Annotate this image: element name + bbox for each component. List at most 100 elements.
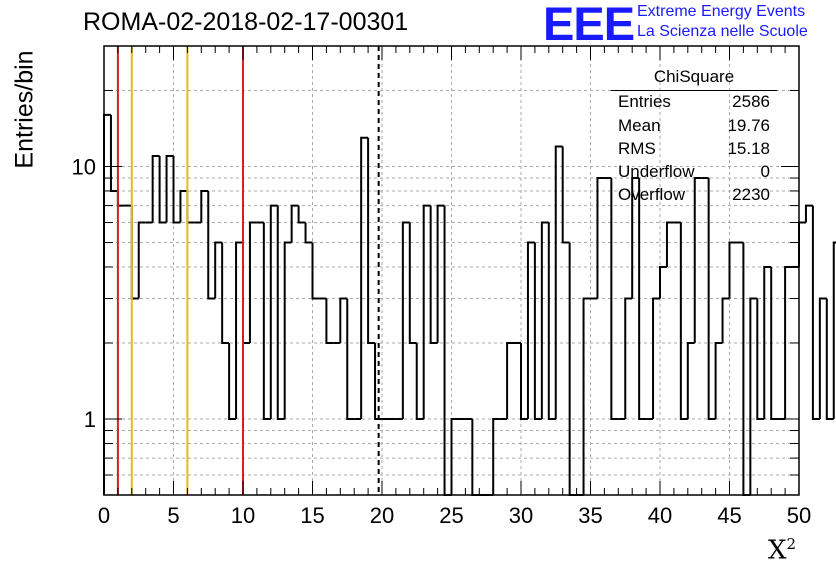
histogram-bin [262, 222, 271, 420]
histogram-bin [401, 221, 410, 419]
stats-value: 2586 [732, 92, 770, 111]
histogram-bin [248, 221, 257, 343]
histogram-bin [214, 241, 223, 299]
histogram-bin [186, 190, 195, 224]
y-tick-label: 10 [72, 154, 96, 179]
histogram-bin [652, 297, 660, 419]
histogram-bin [276, 205, 285, 420]
histogram-bin [763, 265, 772, 419]
histogram-bin [450, 417, 459, 495]
histogram-bin [297, 205, 306, 224]
stats-label: RMS [618, 139, 656, 158]
histogram-bars [103, 113, 836, 496]
histogram-bin [429, 205, 438, 344]
histogram-bin [346, 298, 355, 420]
histogram-bin [756, 298, 765, 420]
histogram-bin [506, 341, 515, 419]
histogram-bin [554, 145, 563, 419]
histogram-bin [304, 222, 313, 244]
histogram-bin [137, 221, 146, 299]
histogram-bin [749, 297, 758, 495]
histogram-bin [179, 189, 188, 223]
histogram-bin [109, 114, 118, 192]
histogram-bin [547, 222, 556, 420]
histogram-bin [269, 204, 278, 419]
histogram-bin [283, 241, 292, 419]
histogram-bin [686, 341, 695, 419]
stats-label: Entries [618, 92, 671, 111]
histogram-bin [798, 221, 806, 267]
reference-lines [116, 46, 380, 495]
tick-labels: 0 5 10 15 20 25 30 35 40 45 50 1 10 [72, 154, 812, 528]
stats-label: Underflow [618, 162, 695, 181]
histogram-bin [804, 204, 813, 223]
x-tick-label: 40 [648, 503, 672, 528]
histogram-bin [492, 417, 501, 495]
histogram-bin [707, 178, 716, 420]
histogram-bin [533, 242, 542, 420]
histogram-bin [818, 297, 827, 419]
histogram-bin [228, 342, 237, 420]
histogram-bin [367, 137, 376, 344]
histogram-bin [526, 241, 535, 419]
stats-value: 19.76 [727, 116, 770, 135]
histogram-bin [443, 205, 452, 496]
histogram-bin [693, 177, 702, 343]
histogram-bin [422, 204, 431, 419]
histogram-bin [103, 113, 111, 495]
histogram-bin [540, 221, 549, 419]
stats-value: 15.18 [727, 139, 770, 158]
histogram-bin [290, 204, 299, 243]
x-tick-label: 5 [167, 503, 179, 528]
x-tick-label: 30 [509, 503, 533, 528]
stats-value: 0 [760, 162, 770, 181]
histogram-bin [325, 298, 334, 344]
histogram-bin [784, 265, 793, 419]
chart-title: ROMA-02-2018-02-17-00301 [83, 8, 409, 36]
histogram-bin [825, 298, 834, 420]
histogram-bin [659, 265, 667, 299]
histogram-bin [679, 222, 688, 420]
histogram-bin [638, 178, 647, 420]
histogram-bin [339, 297, 348, 343]
histogram-bin [207, 190, 216, 300]
histogram-bin [360, 136, 369, 419]
x-tick-label: 35 [578, 503, 602, 528]
histogram-bin [436, 204, 445, 343]
histogram-bin [415, 342, 424, 420]
histogram-bin [172, 156, 181, 224]
histogram-bin [130, 205, 139, 300]
x-tick-label: 45 [717, 503, 741, 528]
y-axis-label: Entries/bin [10, 50, 39, 169]
x-tick-label: 25 [439, 503, 463, 528]
histogram-bin [374, 342, 382, 420]
x-tick-label: 15 [300, 503, 324, 528]
stats-value: 2230 [732, 185, 770, 204]
histogram-bin [728, 241, 737, 299]
histogram-bin [151, 155, 160, 223]
histogram-bin [631, 177, 640, 299]
x-tick-label: 0 [98, 503, 110, 528]
x-tick-label: 20 [370, 503, 394, 528]
logo-line2: La Scienza nelle Scuole [637, 23, 808, 40]
histogram-bin [221, 242, 230, 344]
stats-label: Mean [618, 116, 661, 135]
x-axis-label: X2 [768, 535, 797, 566]
histogram-bin [582, 297, 591, 495]
histogram-bin [116, 190, 125, 207]
histogram-bin [624, 297, 633, 419]
histogram-bin [242, 242, 250, 344]
histogram-bin [235, 241, 243, 419]
x-tick-label: 10 [231, 503, 255, 528]
histogram-bin [811, 205, 820, 420]
histogram-bin [561, 146, 570, 244]
histogram-bin [832, 241, 836, 419]
histogram-bin [158, 156, 167, 224]
grid-lines [104, 46, 799, 495]
histogram-bin [408, 222, 417, 344]
axes-frame [103, 45, 800, 496]
stats-title: ChiSquare [653, 67, 735, 86]
histogram-bin [721, 297, 730, 343]
histogram-bin [665, 221, 674, 267]
